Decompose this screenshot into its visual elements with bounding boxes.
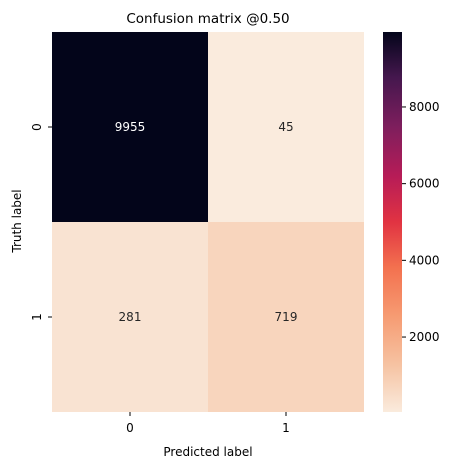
colorbar-tick-label-3: 8000	[409, 100, 440, 114]
heatmap-cells	[52, 32, 364, 412]
colorbar-tick-label-2: 6000	[409, 177, 440, 191]
y-axis-label: Truth label	[10, 189, 24, 253]
colorbar-ticks: 2000 4000 6000 8000	[402, 100, 440, 344]
x-axis-label: Predicted label	[163, 445, 252, 459]
chart-title: Confusion matrix @0.50	[126, 11, 289, 27]
x-tick-label-1: 1	[282, 421, 290, 435]
colorbar	[383, 32, 402, 412]
y-tick-label-1: 1	[30, 313, 44, 321]
cell-value-0-1: 45	[278, 120, 293, 134]
y-axis-ticks: 01	[30, 123, 52, 321]
cell-value-0-0: 9955	[115, 120, 146, 134]
colorbar-tick-label-1: 4000	[409, 253, 440, 267]
y-tick-label-0: 0	[30, 123, 44, 131]
cell-value-1-0: 281	[119, 310, 142, 324]
cell-value-1-1: 719	[275, 310, 298, 324]
x-tick-label-0: 0	[126, 421, 134, 435]
colorbar-tick-label-0: 2000	[409, 330, 440, 344]
